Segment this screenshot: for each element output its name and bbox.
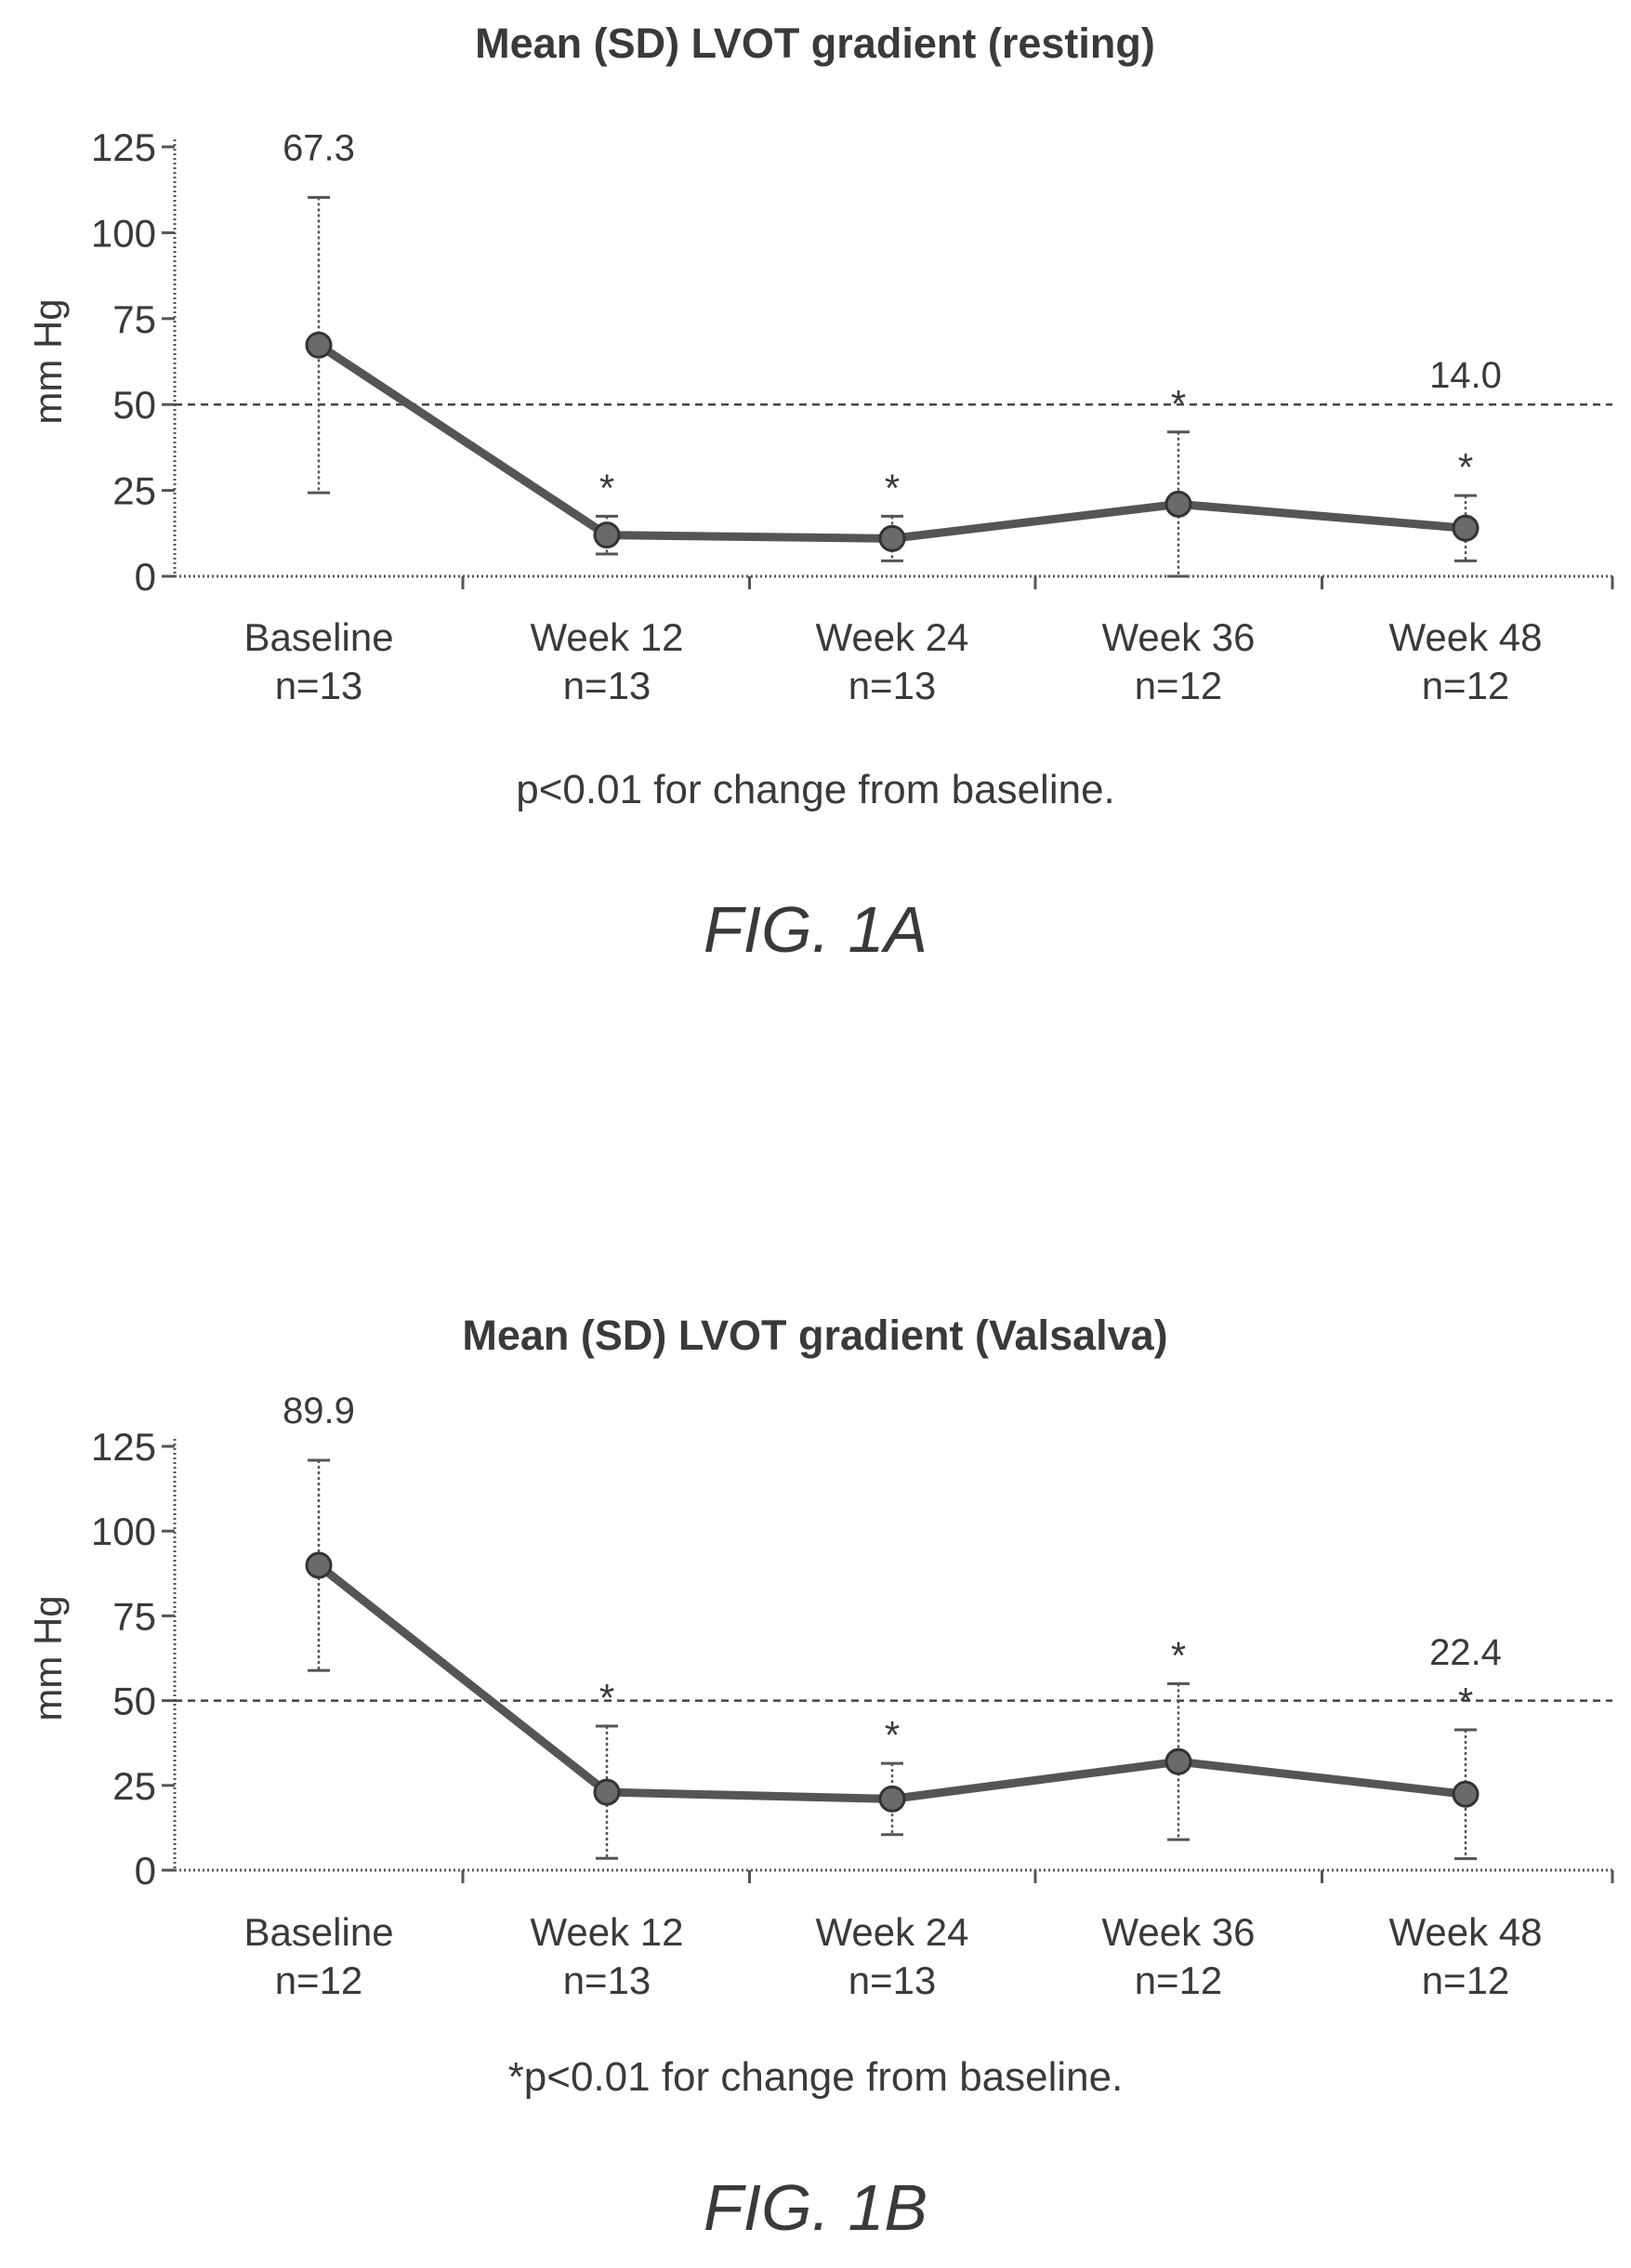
x-tick-label: Baseline [243, 615, 393, 659]
significance-star: * [885, 1713, 900, 1757]
data-point [1164, 1747, 1192, 1775]
data-point [1164, 490, 1192, 518]
significance-star: * [1458, 445, 1473, 489]
figure-label-a: FIG. 1A [703, 893, 928, 966]
data-point [593, 1778, 621, 1806]
y-tick-label: 0 [135, 1849, 156, 1892]
x-tick-n-label: n=13 [848, 1958, 937, 2002]
x-tick-label: Week 36 [1102, 615, 1256, 659]
y-tick-label: 75 [112, 297, 156, 341]
x-tick-n-label: n=12 [1422, 664, 1510, 707]
x-tick-label: Week 12 [531, 615, 684, 659]
data-point [1452, 1780, 1480, 1808]
x-tick-n-label: n=13 [275, 664, 363, 707]
significance-star: * [1171, 382, 1186, 426]
chart-title: Mean (SD) LVOT gradient (resting) [475, 20, 1155, 67]
chart-panel-b: Mean (SD) LVOT gradient (Valsalva) 0 25 50 7… [0, 1283, 1631, 2268]
data-point [878, 1785, 906, 1813]
data-label: 22.4 [1429, 1632, 1502, 1673]
y-tick-label: 50 [112, 1680, 156, 1723]
y-tick-label: 0 [135, 555, 156, 599]
footnote-a: p<0.01 for change from baseline. [516, 767, 1115, 812]
data-point [305, 331, 333, 359]
x-tick-n-label: n=12 [275, 1958, 363, 2002]
significance-star: * [1458, 1680, 1473, 1723]
data-label: 89.9 [283, 1391, 355, 1431]
data-point [878, 524, 906, 552]
x-tick-label: Week 48 [1389, 615, 1543, 659]
significance-star: * [885, 466, 900, 509]
y-tick-label: 25 [112, 1764, 156, 1808]
significance-star: * [1171, 1633, 1186, 1677]
data-point [1452, 514, 1480, 542]
chart-b: Mean (SD) LVOT gradient (Valsalva) 0 25 50 7… [26, 1312, 1614, 2002]
x-tick-n-label: n=13 [563, 1958, 651, 2002]
y-axis-label: mm Hg [26, 298, 70, 424]
y-tick-label: 100 [91, 211, 156, 255]
y-tick-label: 125 [91, 125, 156, 169]
x-tick-label: Week 48 [1389, 1910, 1543, 1954]
x-tick-label: Week 24 [816, 1910, 969, 1954]
chart-title: Mean (SD) LVOT gradient (Valsalva) [462, 1312, 1167, 1359]
y-tick-label: 125 [91, 1425, 156, 1469]
footnote-b: *p<0.01 for change from baseline. [507, 2054, 1124, 2100]
chart-a: Mean (SD) LVOT gradient (resting) 0 25 50 75… [26, 20, 1614, 707]
x-tick-label: Week 24 [816, 615, 969, 659]
data-label: 67.3 [283, 127, 355, 168]
y-tick-label: 100 [91, 1510, 156, 1553]
data-point [593, 521, 621, 549]
y-tick-label: 50 [112, 383, 156, 427]
x-tick-n-label: n=12 [1422, 1958, 1510, 2002]
y-tick-label: 75 [112, 1594, 156, 1638]
x-tick-label: Week 12 [531, 1910, 684, 1954]
x-tick-n-label: n=12 [1135, 664, 1223, 707]
x-tick-label: Baseline [243, 1910, 393, 1954]
x-tick-n-label: n=13 [563, 664, 651, 707]
figure-label-b: FIG. 1B [703, 2171, 928, 2244]
x-tick-label: Week 36 [1102, 1910, 1256, 1954]
data-label: 14.0 [1429, 355, 1502, 396]
chart-panel-a: Mean (SD) LVOT gradient (resting) 0 25 50 75… [0, 0, 1631, 1115]
x-tick-n-label: n=12 [1135, 1958, 1223, 2002]
y-axis-label: mm Hg [26, 1595, 70, 1721]
significance-star: * [599, 466, 614, 509]
y-tick-label: 25 [112, 469, 156, 513]
significance-star: * [599, 1676, 614, 1720]
data-point [305, 1551, 333, 1579]
x-tick-n-label: n=13 [848, 664, 937, 707]
